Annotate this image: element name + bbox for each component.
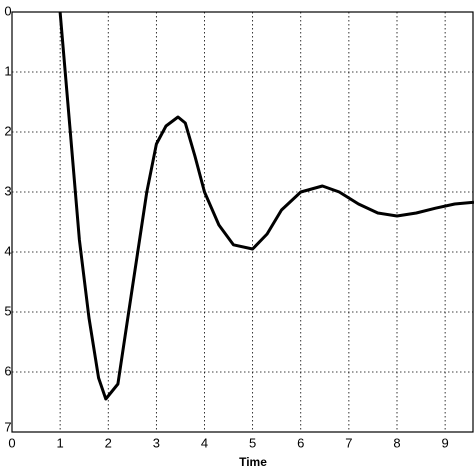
x-tick-label: 6 — [297, 435, 304, 450]
x-tick-label: 9 — [442, 435, 449, 450]
y-tick-label: 6 — [4, 363, 11, 378]
y-tick-label: 3 — [4, 183, 11, 198]
data-line — [58, 11, 474, 401]
x-tick-label: 1 — [57, 435, 64, 450]
y-tick-label: 5 — [4, 303, 11, 318]
x-axis-label: Time — [239, 455, 267, 469]
x-tick-label: 5 — [249, 435, 256, 450]
y-tick-label: 2 — [4, 123, 11, 138]
x-tick-label: 3 — [153, 435, 160, 450]
y-tick-label: 4 — [4, 243, 11, 258]
x-tick-label: 8 — [393, 435, 400, 450]
x-tick-label: 7 — [345, 435, 352, 450]
x-tick-label: 4 — [201, 435, 208, 450]
y-tick-label: 0 — [4, 3, 11, 18]
x-tick-label: 2 — [105, 435, 112, 450]
y-tick-label: 1 — [4, 63, 11, 78]
plot-frame — [11, 11, 474, 433]
x-tick-label: 0 — [8, 435, 15, 450]
y-tick-label: 7 — [4, 419, 11, 434]
